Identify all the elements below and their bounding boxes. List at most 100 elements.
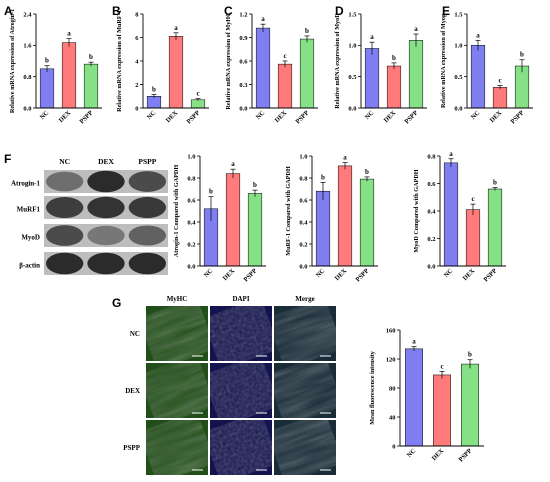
bar-pspp [83, 63, 99, 109]
significance-letter: a [67, 30, 71, 38]
bar-dex [465, 209, 481, 267]
significance-letter: a [261, 15, 265, 23]
panel-letter-g: G [112, 296, 122, 310]
tissue-texture [146, 306, 208, 361]
micrograph-pspp-dapi [210, 420, 272, 475]
y-axis-label: Relative mRNA expression of Myog [440, 13, 447, 108]
x-tick-label: DEX [462, 267, 477, 282]
micrograph-dex-dapi [210, 363, 272, 418]
y-tick-label: 1.5 [454, 11, 463, 18]
significance-letter: b [253, 181, 257, 189]
significance-letter: b [365, 168, 369, 176]
chart-d-3: 0.0 0.5 1.0 1.5 a NC b DEX a PSPP Relative mRNA ex… [334, 11, 427, 125]
significance-letter: b [392, 54, 396, 62]
tissue-texture [210, 420, 272, 475]
bar-dex [168, 36, 184, 109]
micrograph-column-label: MyHC [167, 295, 188, 303]
y-tick-label: 40 [389, 414, 396, 421]
chart-a-0: 0.0 0.8 1.6 2.4 b NC a DEX b PSPP Relative mRNA ex… [9, 9, 102, 125]
y-tick-label: 0.3 [239, 82, 248, 89]
significance-letter: b [520, 51, 524, 59]
significance-letter: b [45, 57, 49, 65]
blot-row-label: Atrogin-1 [11, 180, 41, 188]
significance-letter: c [498, 76, 501, 84]
x-tick-label: PSPP [78, 109, 94, 125]
x-tick-label: NC [315, 267, 327, 279]
y-tick-label: 0.8 [427, 153, 436, 160]
significance-letter: b [89, 53, 93, 61]
y-tick-label: 1.0 [454, 43, 462, 50]
bar-nc [405, 348, 423, 447]
x-tick-label: PSPP [242, 267, 258, 283]
x-tick-label: PSPP [185, 109, 201, 125]
tissue-texture [210, 363, 272, 418]
bar-nc [255, 27, 271, 109]
x-tick-label: NC [443, 267, 455, 279]
y-tick-label: 0.8 [299, 175, 308, 182]
x-tick-label: NC [364, 109, 376, 121]
chart-b-1: 0 2 4 6 8 b NC a DEX c PSPP Relative mRNA expressio… [116, 10, 209, 125]
blot-band [128, 196, 166, 219]
micrograph-dex-myhc [146, 363, 208, 418]
bar-dex [433, 374, 451, 447]
blot-band [46, 196, 84, 219]
x-tick-label: PSPP [482, 267, 498, 283]
y-tick-label: 1.5 [348, 11, 357, 18]
significance-letter: a [414, 25, 418, 33]
y-tick-label: 0 [392, 443, 395, 450]
significance-letter: b [152, 85, 156, 93]
chart-f-6: 0.0 0.2 0.4 0.6 0.8 1.0 b NC a DEX b PSPP MuRF-1 Com… [285, 153, 378, 283]
blot-row-label: MuRF1 [17, 206, 41, 214]
bar-pspp [408, 40, 424, 109]
chart-f-7: 0.0 0.2 0.4 0.6 0.8 a NC c DEX b PSPP MyoD Compared… [413, 150, 506, 283]
significance-letter: c [471, 195, 474, 203]
y-tick-label: 2.4 [23, 11, 32, 18]
significance-letter: a [449, 150, 453, 158]
x-tick-label: DEX [489, 109, 504, 124]
y-tick-label: 0.0 [454, 105, 462, 112]
y-tick-label: 0.2 [187, 241, 195, 248]
x-tick-label: NC [203, 267, 215, 279]
bar-pspp [461, 363, 479, 447]
tissue-texture [274, 363, 336, 418]
blot-band [128, 252, 166, 275]
tissue-texture [146, 363, 208, 418]
y-tick-label: 0.0 [299, 263, 307, 270]
blot-row-label: β-actin [19, 262, 40, 270]
y-tick-label: 0.0 [187, 263, 195, 270]
y-tick-label: 2 [135, 82, 138, 89]
y-axis-label: Relative mRNA expression of MyoD [334, 13, 341, 109]
chart-c-2: 0.0 0.3 0.6 0.9 1.2 a NC c DEX b PSPP Relative mRNA… [225, 11, 318, 125]
blot-band [87, 170, 125, 193]
y-tick-label: 0.0 [348, 105, 356, 112]
x-tick-label: PSPP [509, 109, 525, 125]
x-tick-label: DEX [383, 109, 398, 124]
micrograph-nc-merge [274, 306, 336, 361]
bar-pspp [299, 38, 315, 109]
panel-letter-a: A [4, 4, 13, 18]
bar-dex [61, 42, 77, 109]
blot-band [128, 171, 166, 192]
chart-e-4: 0.0 0.5 1.0 1.5 a NC c DEX b PSPP Relative mRNA ex… [440, 11, 533, 125]
blot-row-label: MyoD [21, 234, 40, 242]
y-tick-label: 120 [386, 356, 396, 363]
tissue-texture [146, 420, 208, 475]
y-tick-label: 8 [135, 11, 139, 18]
y-axis-label: MuRF-1 Compared with GAPDH [285, 166, 292, 256]
x-tick-label: PSPP [457, 447, 473, 463]
tissue-texture [210, 306, 272, 361]
panel-letter-c: C [224, 4, 233, 18]
y-tick-label: 0.4 [299, 219, 308, 226]
y-tick-label: 0.8 [23, 74, 32, 81]
bar-dex [225, 173, 241, 267]
y-tick-label: 0.2 [299, 241, 307, 248]
y-axis-label: Relative mRNA expression of MuRF-1 [116, 10, 123, 112]
micrograph-pspp-myhc [146, 420, 208, 475]
bar-dex [277, 63, 293, 109]
x-tick-label: NC [146, 109, 158, 121]
x-tick-label: DEX [431, 447, 446, 462]
blot-column-label: PSPP [138, 157, 156, 166]
significance-letter: b [209, 188, 213, 196]
bar-pspp [487, 188, 503, 267]
panel-letter-d: D [335, 4, 344, 18]
